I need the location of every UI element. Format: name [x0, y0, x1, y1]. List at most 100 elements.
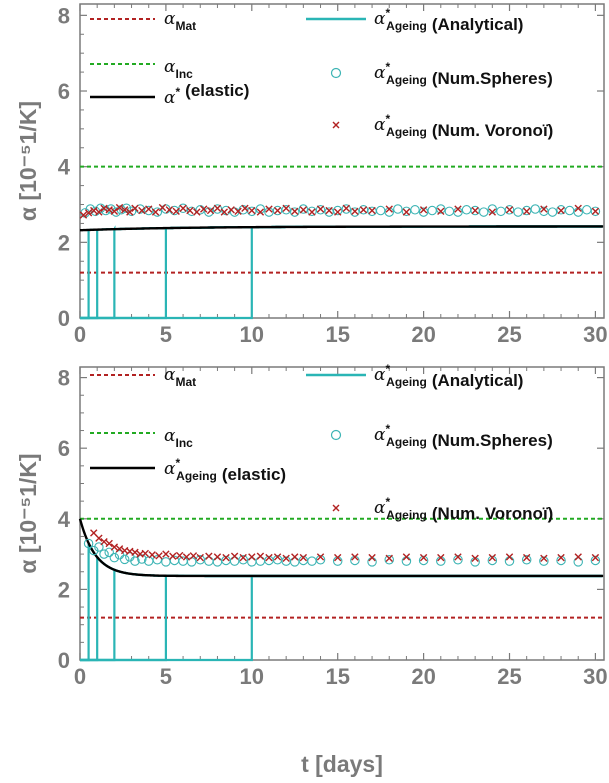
voronoi-point	[334, 553, 342, 562]
spheres-point	[436, 204, 446, 214]
spheres-point	[590, 555, 601, 566]
elastic-curve	[79, 225, 604, 232]
legend-elastic-label: α* (elastic)	[164, 81, 249, 108]
spheres-point	[298, 204, 309, 214]
x-tick-label: 0	[74, 322, 86, 347]
voronoi-point	[557, 206, 565, 215]
spheres-point	[367, 557, 377, 567]
spheres-point	[152, 207, 163, 217]
analytical-curve	[80, 556, 603, 662]
spheres-point	[487, 555, 498, 566]
spheres-point	[504, 556, 515, 566]
legend-mat-label: αMat	[164, 365, 196, 389]
voronoi-point	[230, 552, 239, 560]
spheres-point	[444, 206, 455, 217]
legend-spheres-label: α* Ageing (Num.Spheres)	[374, 60, 553, 88]
voronoi-point	[100, 204, 108, 212]
voronoi-point	[95, 534, 103, 542]
voronoi-point	[574, 204, 582, 212]
y-tick-label: 4	[58, 155, 71, 180]
voronoi-point	[110, 543, 119, 551]
spheres-point	[521, 554, 532, 565]
voronoi-point	[316, 553, 325, 561]
spheres-point	[582, 205, 592, 215]
spheres-point	[119, 554, 130, 565]
x-tick-label: 30	[583, 664, 607, 689]
spheres-point	[478, 207, 489, 217]
voronoi-point	[256, 208, 265, 216]
elastic-curve	[78, 518, 604, 578]
legend-spheres-swatch	[330, 429, 342, 441]
voronoi-point	[505, 206, 514, 214]
voronoi-point	[299, 206, 308, 214]
voronoi-point	[256, 552, 265, 560]
voronoi-point	[591, 207, 600, 216]
y-tick-label: 8	[58, 3, 70, 28]
x-tick-label: 15	[325, 322, 349, 347]
spheres-point	[393, 204, 403, 214]
spheres-point	[332, 205, 343, 216]
x-tick-label: 10	[240, 322, 264, 347]
spheres-point	[143, 205, 154, 216]
voronoi-point	[265, 553, 273, 562]
spheres-point	[556, 555, 566, 566]
spheres-point	[255, 204, 266, 214]
legend-analytical-label: α* Ageing (Analytical)	[374, 6, 523, 34]
legend-mat-label: αMat	[164, 9, 196, 33]
voronoi-point	[385, 554, 393, 563]
voronoi-point	[151, 208, 160, 216]
voronoi-point	[325, 206, 333, 215]
legend-voronoi-label: α* Ageing (Num. Voronoï)	[374, 112, 553, 140]
voronoi-point	[175, 551, 184, 560]
voronoi-point	[222, 553, 230, 562]
y-tick-label: 2	[58, 577, 70, 602]
voronoi-point	[308, 208, 316, 216]
voronoi-point	[488, 208, 497, 216]
voronoi-point	[182, 553, 191, 561]
x-tick-label: 25	[497, 322, 521, 347]
voronoi-point	[95, 208, 103, 216]
voronoi-point	[402, 208, 411, 216]
x-tick-label: 20	[411, 664, 435, 689]
voronoi-point	[359, 206, 368, 214]
y-axis-label: α [10⁻⁵1/K]	[15, 101, 41, 221]
chart-panel-bottom: 0 5 10 15 20 25 30 0 2 4 6 8 α [10⁻⁵1/K] t [days] αMat…	[15, 362, 608, 777]
legend-spheres-swatch	[330, 67, 342, 79]
voronoi-point	[239, 553, 247, 562]
spheres-point	[590, 206, 601, 217]
voronoi-point	[488, 553, 497, 562]
voronoi-point	[84, 209, 93, 217]
voronoi-point	[471, 206, 479, 215]
voronoi-point	[79, 211, 88, 219]
voronoi-point	[351, 207, 359, 216]
voronoi-point	[557, 553, 565, 562]
y-tick-label: 8	[58, 366, 70, 391]
spheres-point	[453, 207, 463, 217]
legend-inc-label: αInc	[164, 426, 193, 450]
plot-frame	[79, 3, 605, 319]
legend-voronoi-swatch	[332, 504, 340, 512]
voronoi-point	[342, 204, 350, 212]
voronoi-point	[172, 207, 180, 216]
voronoi-point	[145, 205, 153, 213]
voronoi-point	[316, 205, 325, 213]
spheres-point	[487, 204, 498, 214]
spheres-point	[401, 556, 412, 566]
legend-elastic-label: α* Ageing (elastic)	[164, 456, 286, 484]
y-tick-label: 6	[58, 436, 70, 461]
spheres-point	[513, 207, 523, 217]
spheres-point	[307, 556, 317, 566]
voronoi-point	[291, 553, 299, 561]
y-tick-label: 2	[58, 230, 70, 255]
voronoi-point	[505, 553, 514, 561]
spheres-point	[384, 554, 394, 565]
voronoi-point	[115, 203, 124, 212]
voronoi-point	[189, 552, 198, 560]
spheres-point	[427, 205, 437, 216]
voronoi-point	[162, 550, 170, 558]
spheres-point	[94, 542, 104, 552]
voronoi-point	[273, 553, 282, 561]
voronoi-point	[205, 552, 213, 560]
